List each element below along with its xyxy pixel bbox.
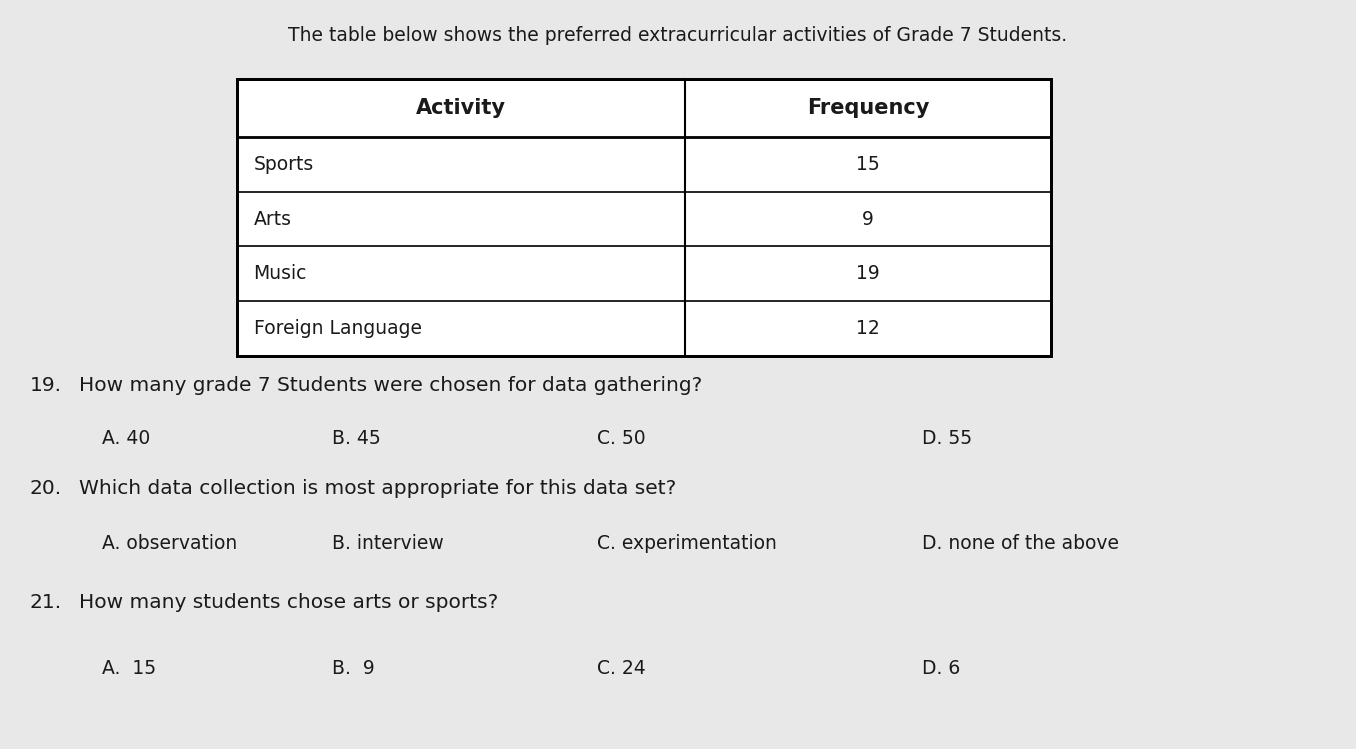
Text: B. interview: B. interview — [332, 533, 443, 553]
Text: A. 40: A. 40 — [102, 428, 151, 448]
Text: D. 55: D. 55 — [922, 428, 972, 448]
Text: 19: 19 — [856, 264, 880, 283]
Text: 20.: 20. — [30, 479, 62, 498]
Text: 21.: 21. — [30, 593, 62, 613]
Text: 19.: 19. — [30, 376, 62, 395]
Text: C. 50: C. 50 — [597, 428, 645, 448]
Text: 12: 12 — [856, 319, 880, 338]
Text: 15: 15 — [856, 155, 880, 174]
Bar — [237, 79, 1051, 356]
Text: B. 45: B. 45 — [332, 428, 381, 448]
Text: C. 24: C. 24 — [597, 658, 645, 678]
Text: B.  9: B. 9 — [332, 658, 376, 678]
Text: C. experimentation: C. experimentation — [597, 533, 777, 553]
Text: How many students chose arts or sports?: How many students chose arts or sports? — [79, 593, 498, 613]
Text: Which data collection is most appropriate for this data set?: Which data collection is most appropriat… — [79, 479, 675, 498]
Text: A. observation: A. observation — [102, 533, 237, 553]
Text: Music: Music — [254, 264, 306, 283]
Text: A.  15: A. 15 — [102, 658, 156, 678]
Text: Sports: Sports — [254, 155, 313, 174]
Text: The table below shows the preferred extracurricular activities of Grade 7 Studen: The table below shows the preferred extr… — [289, 26, 1067, 45]
Text: Arts: Arts — [254, 210, 292, 228]
Text: How many grade 7 Students were chosen for data gathering?: How many grade 7 Students were chosen fo… — [79, 376, 702, 395]
Text: D. 6: D. 6 — [922, 658, 960, 678]
Bar — [237, 79, 1051, 356]
Text: 9: 9 — [862, 210, 873, 228]
Text: D. none of the above: D. none of the above — [922, 533, 1119, 553]
Text: Activity: Activity — [416, 98, 506, 118]
Text: Foreign Language: Foreign Language — [254, 319, 422, 338]
Text: Frequency: Frequency — [807, 98, 929, 118]
